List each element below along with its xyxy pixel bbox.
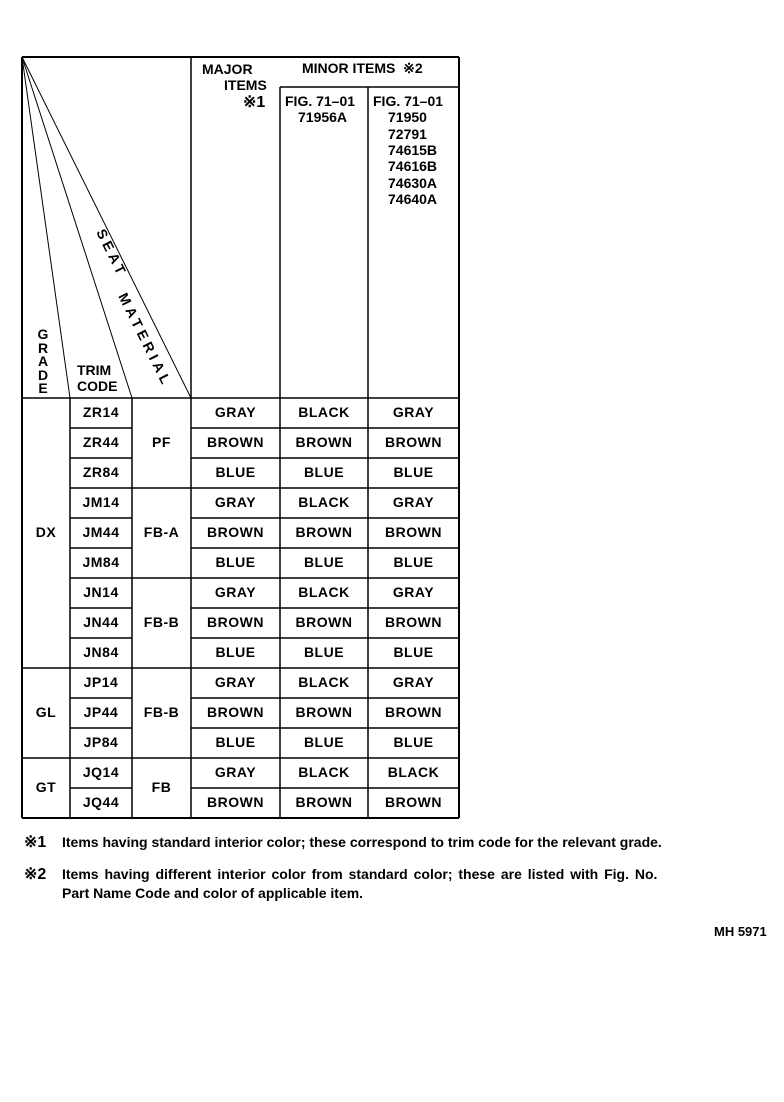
minor-col2-part: 74630A [388, 174, 438, 191]
minor2-color-cell: BLUE [393, 734, 434, 750]
minor1-color-cell: BLUE [303, 464, 345, 480]
minor1-color-cell: BLUE [303, 644, 345, 660]
minor1-color-cell: BROWN [295, 794, 353, 810]
seat-material-cell: FB [151, 779, 172, 795]
minor-col2-fig: FIG. 71–01 [373, 93, 444, 109]
minor1-color-cell: BLACK [298, 674, 350, 690]
minor1-color-cell: BLUE [303, 554, 345, 570]
trim-code-cell: JP84 [83, 734, 119, 750]
major-color-cell: BROWN [207, 614, 264, 630]
note-mark-2: ※2 [24, 866, 47, 883]
grade-label: GRADE [37, 326, 49, 396]
seat-material-cell: FB-B [143, 614, 180, 630]
minor1-color-cell: BLACK [298, 494, 350, 510]
major-color-cell: BROWN [207, 704, 264, 720]
minor1-color-cell: BLACK [298, 764, 350, 780]
major-color-cell: GRAY [214, 764, 257, 780]
minor2-color-cell: BROWN [385, 434, 442, 450]
minor1-color-cell: BLACK [298, 404, 350, 420]
major-color-cell: BLUE [215, 644, 256, 660]
trim-code-cell: JQ44 [82, 794, 120, 810]
minor1-color-cell: BROWN [295, 704, 353, 720]
minor-items-header: MINOR ITEMS ※2 [302, 60, 423, 76]
note-text-2: Items having different interior color fr… [62, 866, 658, 882]
trim-label: TRIM [77, 362, 112, 378]
major-color-cell: BROWN [207, 434, 264, 450]
trim-code-cell: JM84 [82, 554, 120, 570]
diagonal-line [21, 56, 71, 399]
minor2-color-cell: GRAY [392, 494, 435, 510]
trim-code-cell: ZR44 [82, 434, 120, 450]
trim-code-cell: JM44 [82, 524, 120, 540]
minor1-color-cell: BLUE [303, 734, 345, 750]
major-color-cell: BROWN [207, 794, 264, 810]
diagonal-line [21, 56, 192, 399]
major-color-cell: BLUE [215, 734, 256, 750]
grade-cell: GT [35, 779, 57, 795]
minor2-color-cell: BLACK [387, 764, 440, 780]
minor2-color-cell: BROWN [385, 794, 442, 810]
minor2-color-cell: BLUE [393, 464, 434, 480]
trim-code-cell: JP14 [83, 674, 119, 690]
trim-code-cell: JP44 [83, 704, 119, 720]
minor-col2-part: 74640A [388, 190, 438, 207]
minor1-color-cell: BROWN [295, 524, 353, 540]
minor2-color-cell: BROWN [385, 614, 442, 630]
note-text-1: Items having standard interior color; th… [62, 834, 662, 850]
minor1-color-cell: BROWN [295, 434, 353, 450]
seat-material-cell: FB-B [143, 704, 180, 720]
figure-id: MH 5971 [714, 924, 767, 939]
minor2-color-cell: BROWN [385, 524, 442, 540]
minor-col2-part: 74616B [388, 158, 438, 175]
minor-col2-part: 71950 [388, 109, 427, 126]
minor2-color-cell: GRAY [392, 674, 435, 690]
trim-code-cell: JN44 [83, 614, 119, 630]
minor1-color-cell: BLACK [298, 584, 350, 600]
trim-code-cell: ZR84 [82, 464, 120, 480]
minor-col2-part: 72791 [388, 125, 427, 142]
seat-material-cell: FB-A [143, 524, 180, 540]
major-color-cell: GRAY [214, 494, 257, 510]
grade-cell: DX [35, 524, 57, 540]
note-mark-1: ※1 [24, 834, 47, 851]
diagonal-line [21, 56, 133, 399]
minor-col2-part: 74615B [388, 141, 438, 158]
minor-col1-part: 71956A [298, 109, 348, 125]
major-color-cell: GRAY [214, 584, 257, 600]
footnote-2: ※2 Items having different interior color … [24, 864, 657, 884]
minor1-color-cell: BROWN [295, 614, 353, 630]
major-color-cell: BROWN [207, 524, 264, 540]
minor2-color-cell: BROWN [385, 704, 442, 720]
minor2-color-cell: BLUE [393, 644, 434, 660]
seat-material-cell: PF [152, 434, 171, 450]
footnote-2-cont: Part Name Code and color of applicable i… [62, 885, 364, 901]
minor2-color-cell: GRAY [392, 584, 435, 600]
trim-code-cell: JN14 [83, 584, 119, 600]
major-color-cell: GRAY [214, 404, 257, 420]
seat-label: SEAT [93, 226, 131, 280]
major-color-cell: BLUE [215, 464, 256, 480]
minor-col1-fig: FIG. 71–01 [285, 93, 356, 109]
major-items-header-line1: MAJOR [202, 61, 253, 77]
footnote-1: ※1 Items having standard interior color; … [24, 832, 662, 852]
code-label: CODE [77, 378, 118, 394]
major-items-note-mark: ※1 [243, 94, 266, 111]
grade-cell: GL [35, 704, 57, 720]
major-color-cell: GRAY [214, 674, 257, 690]
trim-code-cell: JM14 [82, 494, 120, 510]
trim-code-cell: JQ14 [82, 764, 120, 780]
major-color-cell: BLUE [215, 554, 256, 570]
minor2-color-cell: GRAY [392, 404, 435, 420]
trim-code-cell: ZR14 [82, 404, 120, 420]
minor2-color-cell: BLUE [393, 554, 434, 570]
trim-code-cell: JN84 [83, 644, 119, 660]
major-items-header-line2: ITEMS [224, 77, 267, 93]
